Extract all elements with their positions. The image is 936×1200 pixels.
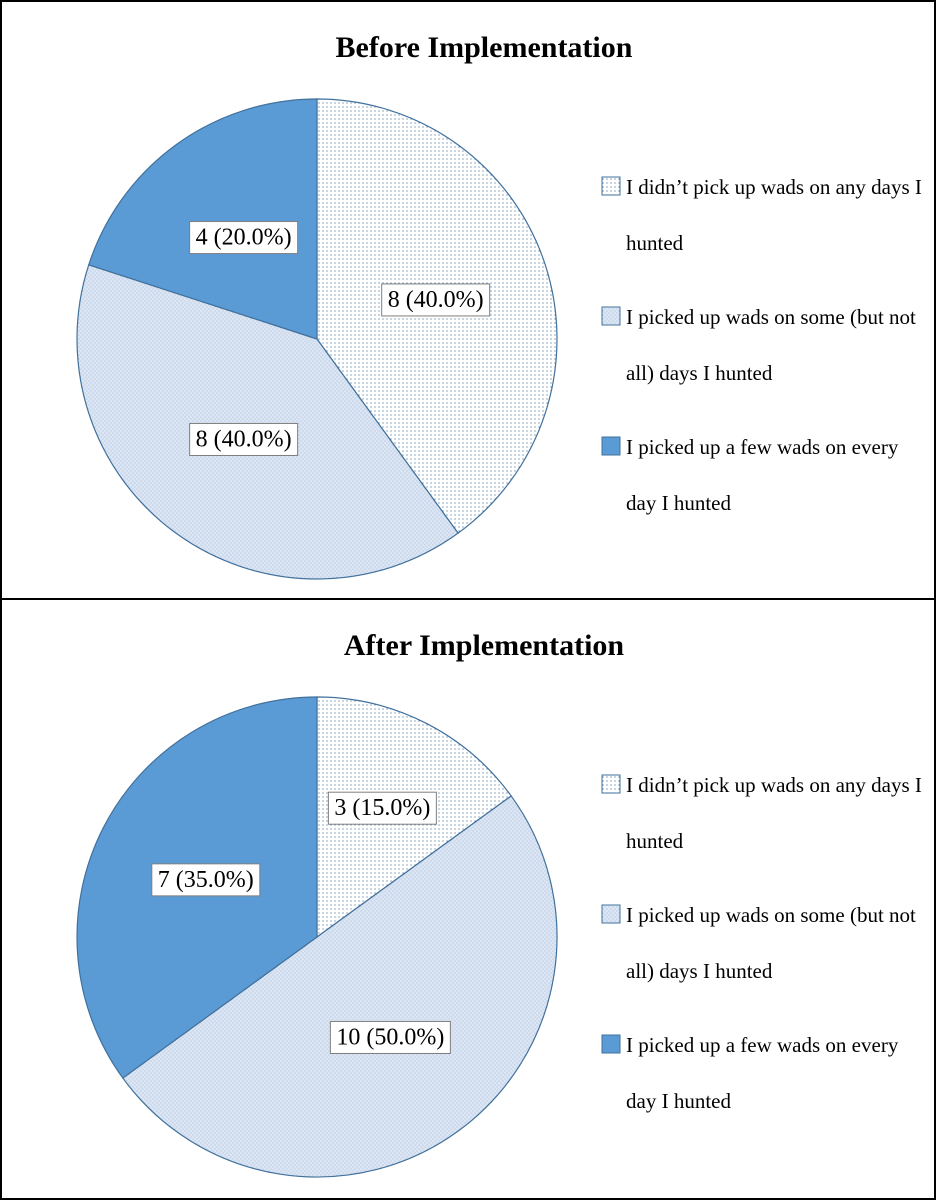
- legend-label: I picked up a few wads on every day I hu…: [626, 1033, 899, 1113]
- data-label: 8 (40.0%): [189, 422, 299, 456]
- pie-slice: [87, 98, 318, 340]
- data-label-text: 3 (15.0%): [334, 795, 430, 821]
- legend-label: I picked up wads on some (but not all) d…: [626, 305, 916, 385]
- pie-slice: [121, 795, 558, 1178]
- chart-title: Before Implementation: [336, 31, 633, 64]
- legend-label: I didn’t pick up wads on any days I hunt…: [626, 175, 922, 255]
- legend-swatch: [601, 1034, 621, 1054]
- data-label-text: 7 (35.0%): [158, 867, 254, 893]
- data-label-box: [329, 1020, 451, 1054]
- chart: After Implementation 3 (15.0%) 10 (50.0%) 7…: [76, 629, 625, 1178]
- chart-title: After Implementation: [344, 629, 625, 662]
- data-label: 7 (35.0%): [151, 863, 261, 897]
- data-label-text: 8 (40.0%): [196, 426, 292, 452]
- data-label: 3 (15.0%): [327, 791, 437, 825]
- legend-swatch: [601, 436, 621, 456]
- data-label-box: [381, 283, 491, 317]
- legend-swatch: [601, 176, 621, 196]
- chart: Before Implementation 8 (40.0%) 8 (40.0%) 4…: [76, 31, 633, 580]
- legend-swatch: [601, 904, 621, 924]
- data-label-text: 4 (20.0%): [196, 225, 292, 251]
- data-label: 10 (50.0%): [329, 1020, 451, 1054]
- legend-label: I picked up wads on some (but not all) d…: [626, 903, 916, 983]
- data-label-box: [151, 863, 261, 897]
- data-label: 8 (40.0%): [381, 283, 491, 317]
- data-label-box: [327, 791, 437, 825]
- data-label-text: 8 (40.0%): [388, 287, 484, 313]
- legend-swatch: [601, 306, 621, 326]
- data-label-box: [189, 422, 299, 456]
- data-label-box: [189, 221, 299, 255]
- legend-label: I picked up a few wads on every day I hu…: [626, 435, 899, 515]
- chart-panel: After Implementation 3 (15.0%) 10 (50.0%) 7…: [0, 600, 936, 1200]
- legend-label: I didn’t pick up wads on any days I hunt…: [626, 773, 922, 853]
- chart-panel: Before Implementation 8 (40.0%) 8 (40.0%) 4…: [0, 0, 936, 600]
- pie-slice: [76, 264, 459, 580]
- legend-swatch: [601, 774, 621, 794]
- data-label: 4 (20.0%): [189, 221, 299, 255]
- data-label-text: 10 (50.0%): [336, 1024, 444, 1050]
